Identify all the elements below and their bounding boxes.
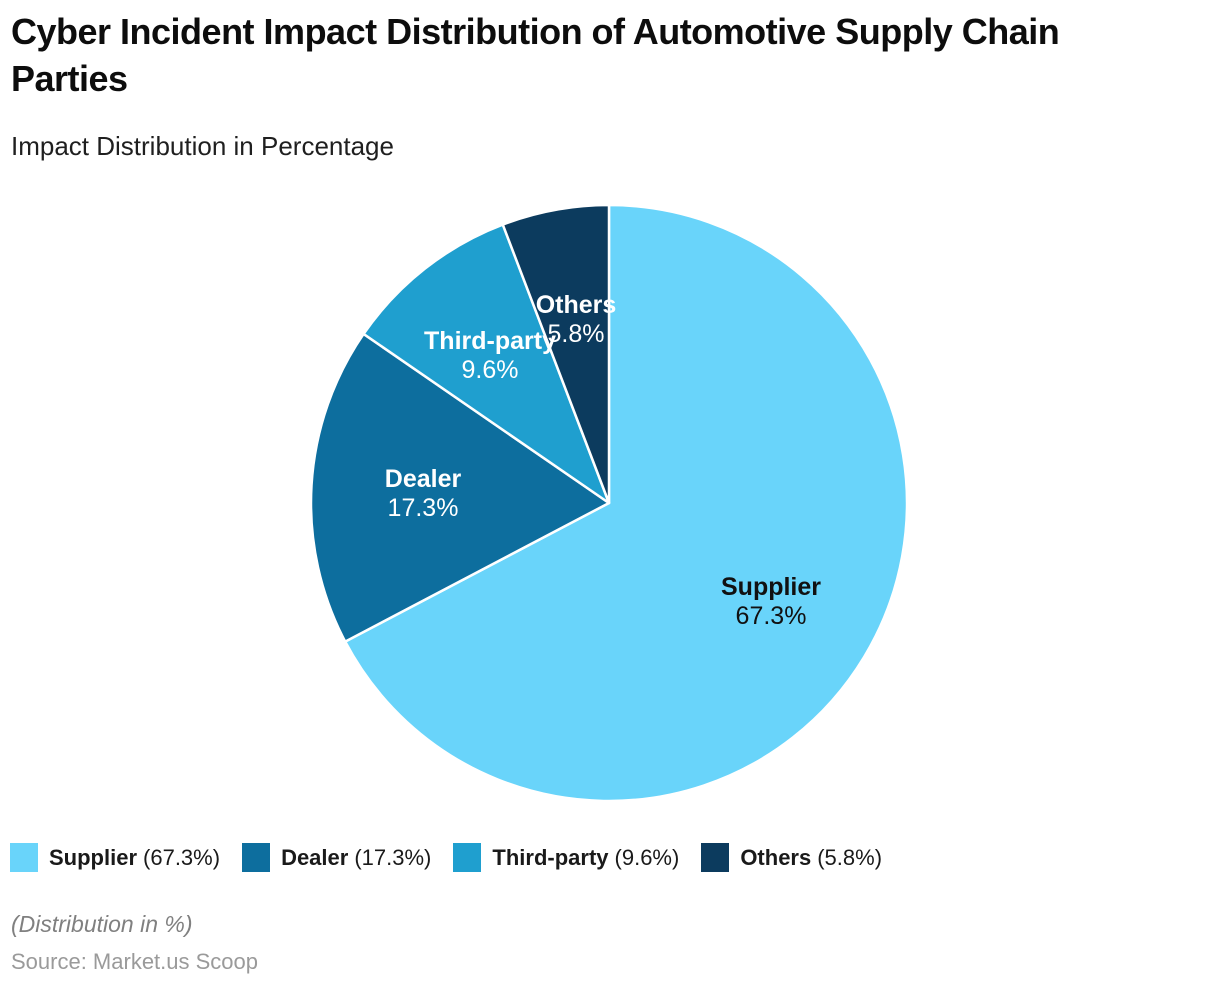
legend: Supplier (67.3%) Dealer (17.3%) Third-pa… xyxy=(10,843,882,872)
source-credit: Source: Market.us Scoop xyxy=(11,949,259,974)
legend-swatch-dealer xyxy=(242,843,271,872)
pie-slice-supplier[interactable] xyxy=(343,203,909,803)
chart-subtitle: Impact Distribution in Percentage xyxy=(11,131,394,161)
distribution-note: (Distribution in %) xyxy=(11,911,193,937)
pie-slice-others[interactable] xyxy=(501,203,611,505)
legend-percent: (9.6%) xyxy=(614,844,680,870)
legend-label: Supplier xyxy=(49,844,138,870)
pie-slice-third-party[interactable] xyxy=(362,223,611,505)
pie-slice-dealer[interactable] xyxy=(309,332,611,643)
legend-item-third-party[interactable]: Third-party (9.6%) xyxy=(453,843,679,872)
legend-label: Dealer xyxy=(281,844,349,870)
legend-percent: (67.3%) xyxy=(143,844,221,870)
legend-percent: (5.8%) xyxy=(817,844,883,870)
legend-label: Third-party xyxy=(492,844,609,870)
legend-percent: (17.3%) xyxy=(354,844,432,870)
chart-title: Cyber Incident Impact Distribution of Au… xyxy=(11,11,1060,99)
legend-swatch-third-party xyxy=(453,843,482,872)
legend-label: Others xyxy=(740,844,812,870)
legend-item-supplier[interactable]: Supplier (67.3%) xyxy=(10,843,220,872)
legend-swatch-supplier xyxy=(10,843,38,872)
legend-item-dealer[interactable]: Dealer (17.3%) xyxy=(242,843,431,872)
legend-item-others[interactable]: Others (5.8%) xyxy=(701,843,882,872)
legend-swatch-others xyxy=(701,843,730,872)
